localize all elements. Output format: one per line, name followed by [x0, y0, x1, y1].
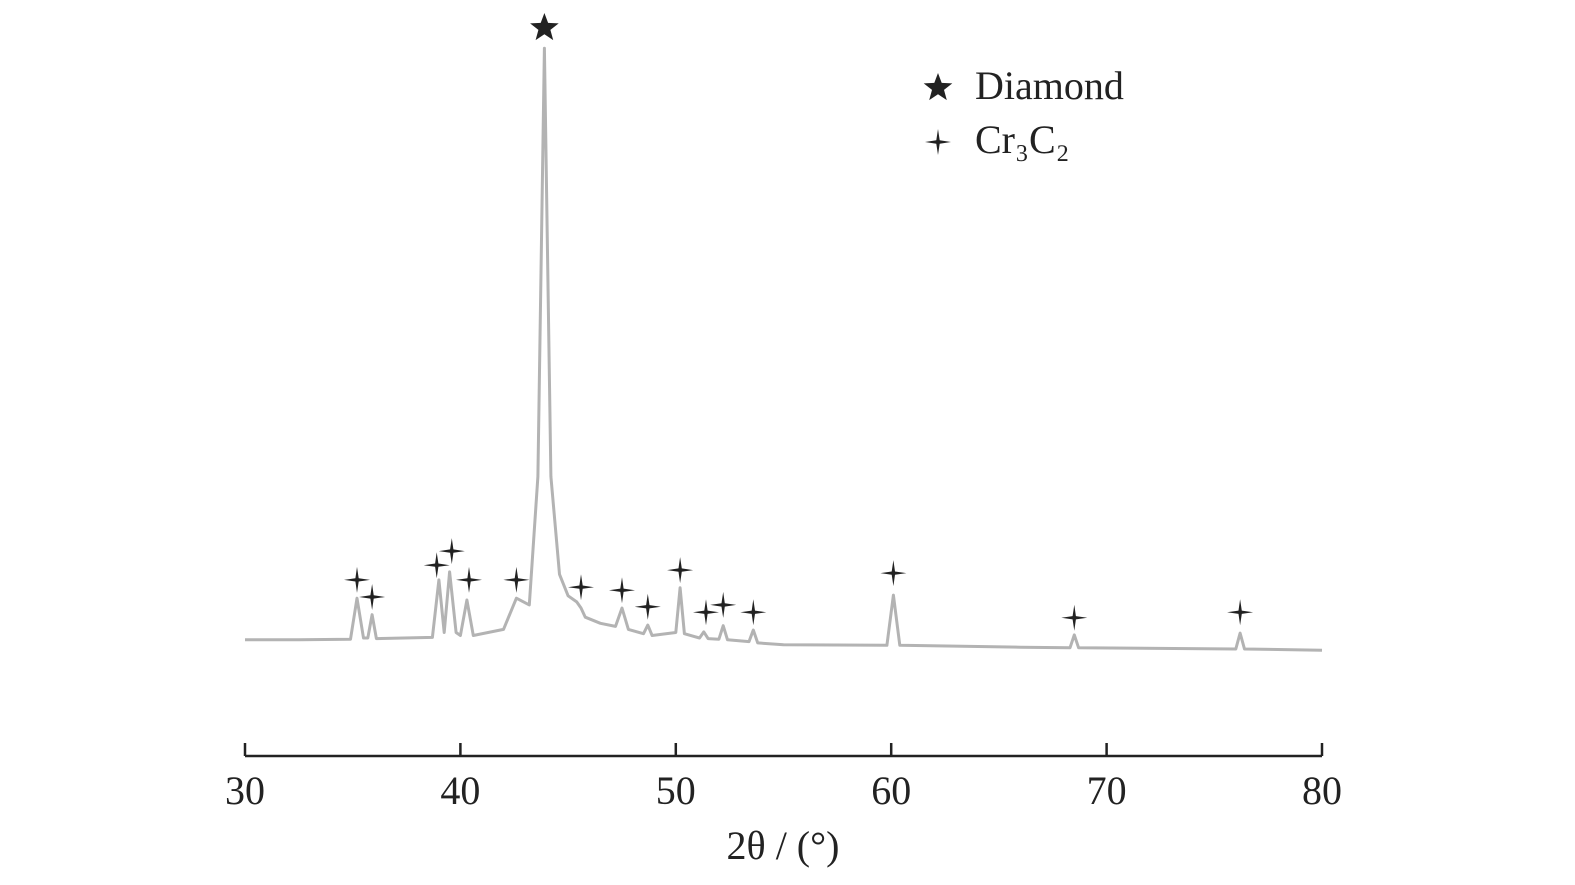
- peak-marker: [530, 13, 559, 41]
- x-tick-label: 60: [871, 768, 911, 813]
- peak-marker: [1061, 604, 1088, 631]
- peak-marker: [1227, 599, 1254, 626]
- x-tick-label: 40: [440, 768, 480, 813]
- x-tick-label: 70: [1087, 768, 1127, 813]
- peak-marker: [359, 584, 386, 610]
- legend-label: Diamond: [975, 63, 1124, 108]
- peak-marker: [609, 577, 635, 604]
- peak-marker: [710, 591, 737, 618]
- x-axis-label: 2θ / (°): [727, 823, 840, 868]
- peak-marker: [438, 538, 465, 565]
- legend-symbol: [925, 129, 951, 155]
- legend-symbol: [923, 73, 953, 101]
- x-tick-label: 30: [225, 768, 265, 813]
- peak-marker: [344, 566, 370, 593]
- peak-marker: [667, 557, 694, 584]
- peak-marker: [503, 566, 530, 593]
- peak-marker: [693, 599, 719, 626]
- legend-label: Cr₃C₂: [975, 117, 1070, 162]
- peak-marker: [880, 560, 907, 587]
- xrd-pattern: [245, 46, 1323, 652]
- peak-marker: [423, 552, 450, 579]
- peak-marker: [740, 599, 767, 626]
- peak-marker: [634, 593, 661, 620]
- x-tick-label: 50: [656, 768, 696, 813]
- peak-marker: [456, 566, 482, 593]
- x-tick-label: 80: [1302, 768, 1342, 813]
- peak-marker: [568, 574, 594, 601]
